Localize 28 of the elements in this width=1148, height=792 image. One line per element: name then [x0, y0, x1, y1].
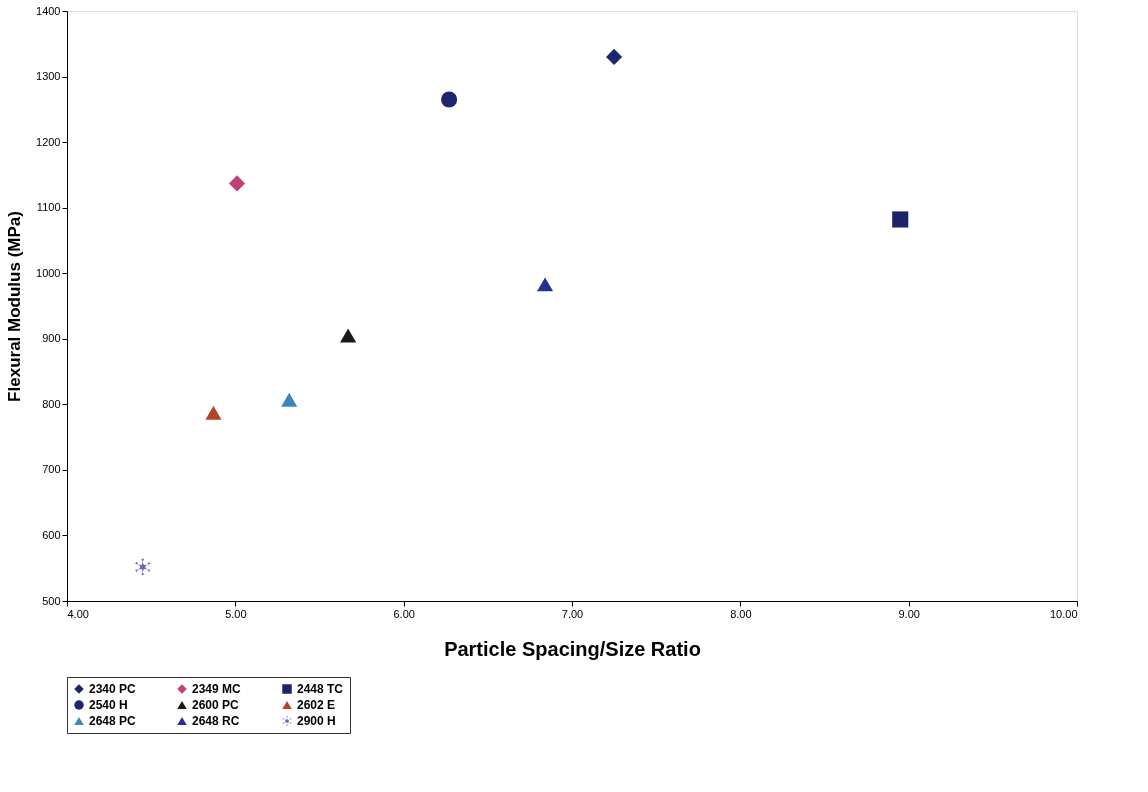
legend-label: 2349 MC: [192, 682, 242, 696]
y-tick-label: 900: [42, 332, 61, 345]
y-tick-label: 700: [42, 463, 61, 476]
x-tick-label: 7.00: [561, 607, 584, 620]
x-tick-label: 4.00: [67, 607, 89, 620]
legend-label: 2540 H: [89, 698, 128, 712]
legend-label: 2900 H: [297, 714, 336, 728]
y-tick-label: 600: [42, 528, 61, 541]
x-axis-title: Particle Spacing/Size Ratio: [444, 637, 701, 660]
y-axis-title: Flexural Modulus (MPa): [5, 211, 25, 402]
y-tick-label: 800: [42, 397, 61, 410]
y-tick-label: 1400: [36, 4, 61, 17]
legend-label: 2602 E: [297, 698, 336, 712]
y-tick-label: 1000: [36, 266, 61, 279]
y-tick-label: 1300: [36, 70, 61, 83]
x-tick-label: 6.00: [393, 607, 415, 620]
x-tick-label: 8.00: [730, 607, 752, 620]
y-tick-label: 1200: [36, 135, 61, 148]
x-tick-label: 9.00: [898, 607, 920, 620]
x-tick-label: 5.00: [225, 607, 247, 620]
y-tick-label: 1100: [36, 201, 61, 214]
legend-label: 2340 PC: [89, 682, 137, 696]
legend-label: 2648 RC: [192, 714, 240, 728]
x-tick-label: 10.00: [1049, 607, 1078, 620]
legend-label: 2648 PC: [89, 714, 137, 728]
y-tick-label: 500: [42, 594, 61, 607]
legend-label: 2448 TC: [297, 682, 344, 696]
legend-label: 2600 PC: [192, 698, 240, 712]
